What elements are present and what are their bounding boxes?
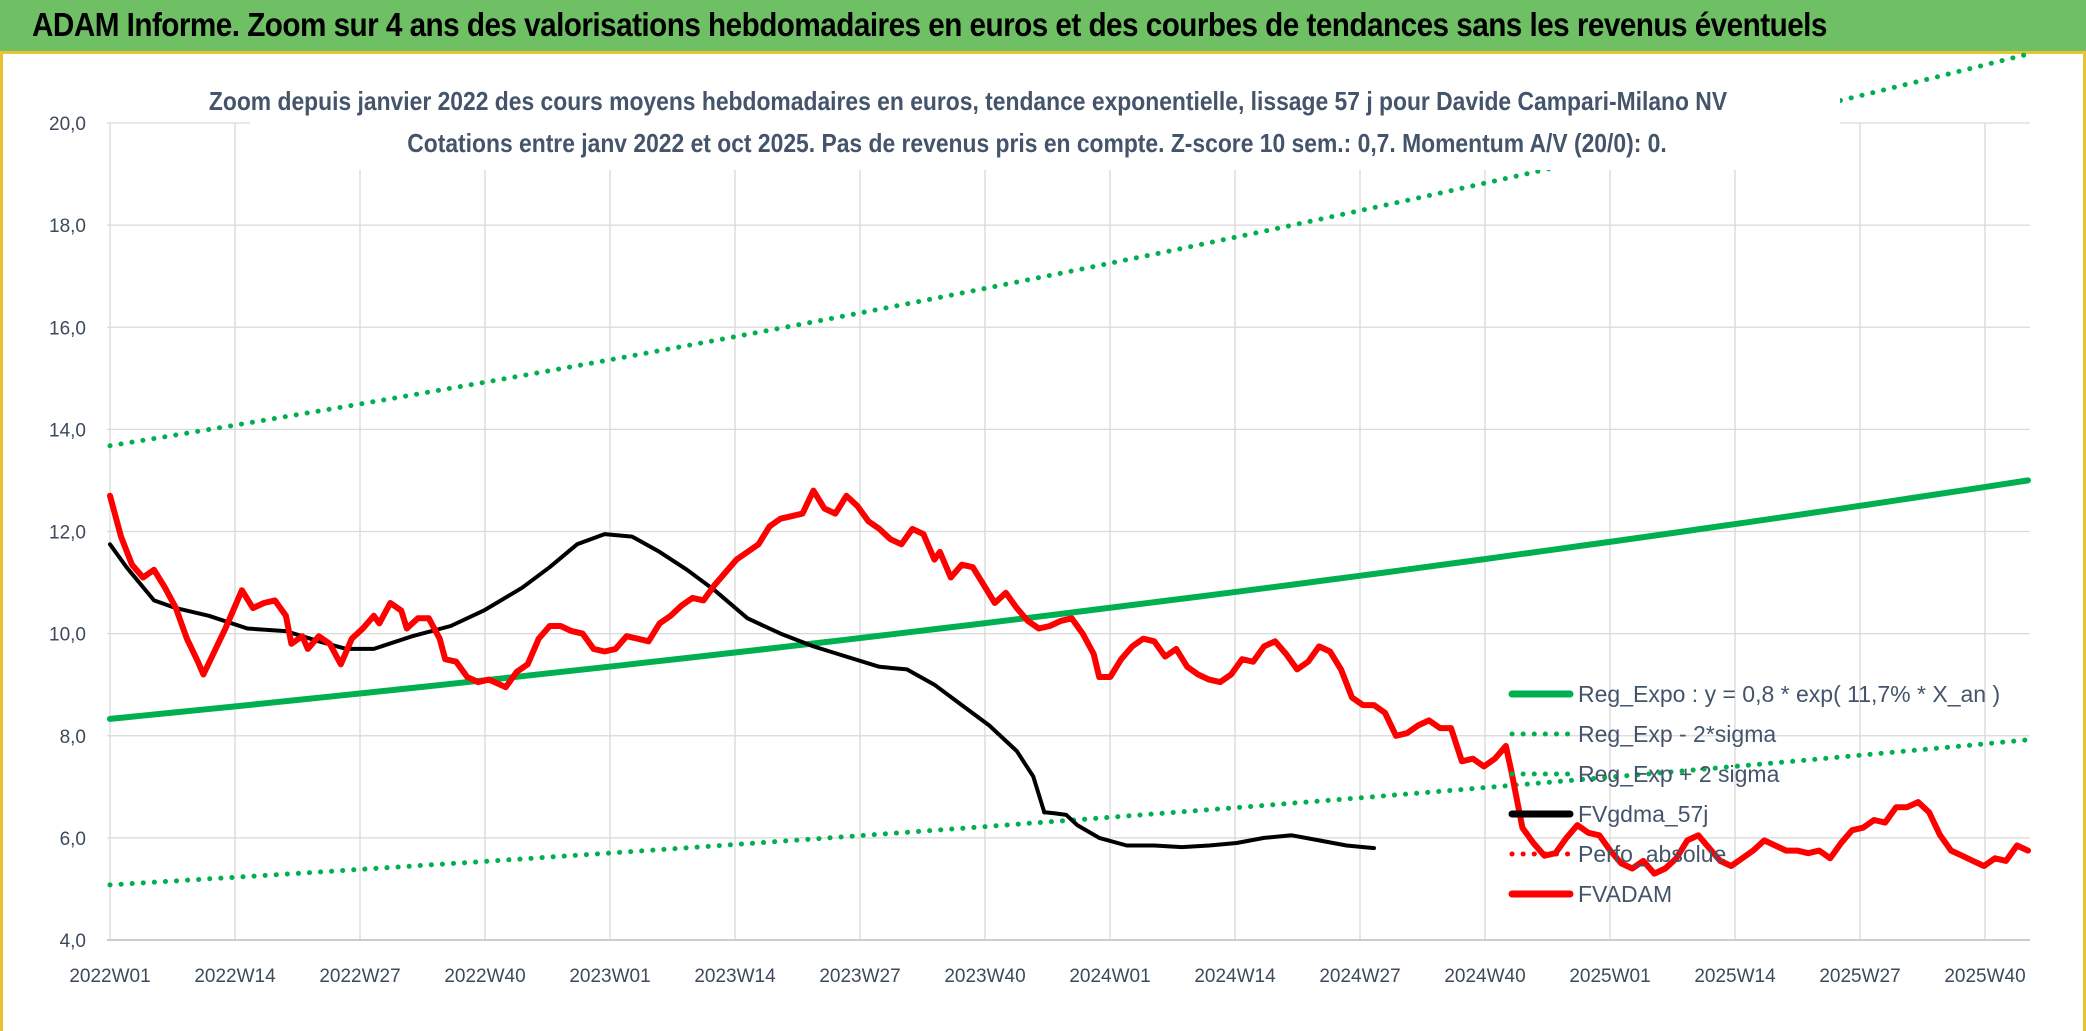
- legend-label: Reg_Exp + 2 sigma: [1578, 761, 1780, 787]
- title-background: [250, 74, 1840, 170]
- legend-label: FVADAM: [1578, 881, 1672, 907]
- series-line-3: [108, 532, 1047, 815]
- chart-title: Zoom depuis janvier 2022 des cours moyen…: [209, 88, 1728, 117]
- legend-label: FVgdma_57j: [1578, 801, 1708, 827]
- series-line-4: [1042, 810, 1376, 851]
- frame-border-right: [2083, 54, 2086, 1031]
- x-tick-label: 2023W01: [569, 966, 650, 987]
- y-tick-label: 4,0: [60, 931, 86, 952]
- x-tick-label: 2023W27: [819, 966, 900, 987]
- y-tick-label: 6,0: [60, 829, 86, 850]
- x-tick-label: 2024W14: [1194, 966, 1276, 987]
- x-tick-label: 2024W27: [1319, 966, 1400, 987]
- series-line-0: [107, 477, 2031, 722]
- y-tick-label: 18,0: [49, 216, 86, 237]
- y-tick-label: 14,0: [49, 420, 86, 441]
- y-tick-label: 20,0: [49, 114, 86, 135]
- series-line-2: [107, 51, 2031, 449]
- x-tick-label: 2024W01: [1069, 966, 1150, 987]
- x-tick-label: 2025W01: [1569, 966, 1650, 987]
- series-line-6: [107, 487, 2031, 877]
- report-banner: ADAM Informe. Zoom sur 4 ans des valoris…: [0, 0, 2086, 54]
- y-tick-label: 10,0: [49, 625, 86, 646]
- x-tick-label: 2022W40: [444, 966, 525, 987]
- legend: Reg_Expo : y = 0,8 * exp( 11,7% * X_an )…: [1508, 681, 2000, 907]
- x-tick-label: 2025W14: [1694, 966, 1776, 987]
- legend-label: Reg_Exp - 2*sigma: [1578, 721, 1776, 747]
- x-tick-label: 2022W27: [319, 966, 400, 987]
- x-tick-label: 2025W27: [1819, 966, 1900, 987]
- legend-label: Perfo_absolue: [1578, 841, 1726, 867]
- y-tick-label: 16,0: [49, 318, 86, 339]
- x-tick-label: 2025W40: [1944, 966, 2025, 987]
- y-tick-label: 8,0: [60, 727, 86, 748]
- x-tick-label: 2024W40: [1444, 966, 1525, 987]
- series-line-1: [107, 737, 2031, 888]
- x-tick-label: 2022W01: [69, 966, 150, 987]
- x-tick-label: 2022W14: [194, 966, 276, 987]
- x-tick-label: 2023W14: [694, 966, 776, 987]
- report-title: ADAM Informe. Zoom sur 4 ans des valoris…: [32, 6, 1827, 43]
- y-tick-label: 12,0: [49, 523, 86, 544]
- frame-border-left: [0, 54, 3, 1031]
- legend-label: Reg_Expo : y = 0,8 * exp( 11,7% * X_an ): [1578, 681, 2000, 707]
- chart-subtitle: Cotations entre janv 2022 et oct 2025. P…: [407, 130, 1666, 159]
- x-tick-label: 2023W40: [944, 966, 1025, 987]
